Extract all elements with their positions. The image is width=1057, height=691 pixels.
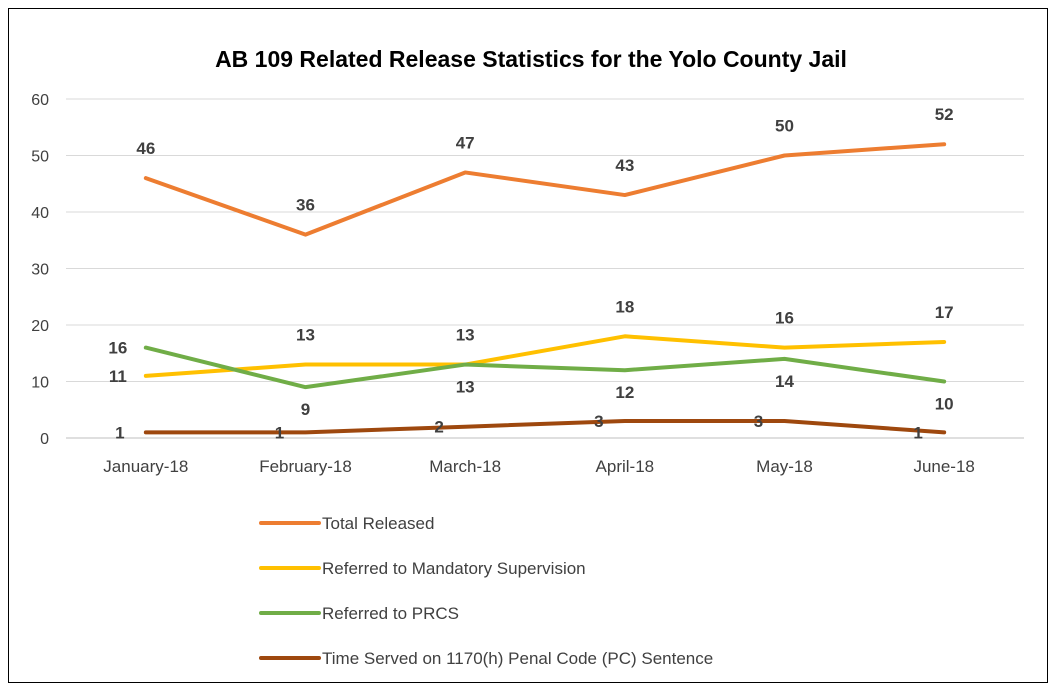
data-label: 16: [775, 309, 794, 328]
y-tick-label: 0: [40, 431, 49, 448]
data-label: 18: [615, 297, 634, 316]
data-label: 10: [935, 395, 954, 414]
legend: Total Released Referred to Mandatory Supe…: [259, 514, 713, 668]
data-label: 9: [301, 400, 310, 419]
x-tick-label: January-18: [103, 457, 188, 476]
series-line: [143, 142, 947, 237]
data-label: 47: [456, 133, 475, 152]
data-label: 1: [115, 423, 124, 442]
data-label: 16: [108, 339, 127, 358]
data-label: 2: [434, 418, 443, 437]
data-label: 3: [594, 412, 603, 431]
x-tick-label: April-18: [596, 457, 655, 476]
y-tick-label: 20: [31, 318, 49, 335]
data-label: 36: [296, 196, 315, 215]
data-label: 3: [754, 412, 763, 431]
legend-label: Total Released: [322, 514, 434, 533]
data-label: 43: [615, 156, 634, 175]
data-label: 13: [456, 378, 475, 397]
series-line: [143, 419, 947, 435]
data-label: 50: [775, 117, 794, 136]
x-tick-label: March-18: [429, 457, 501, 476]
x-tick-label: May-18: [756, 457, 813, 476]
chart-frame: AB 109 Related Release Statistics for th…: [8, 8, 1048, 683]
legend-label: Referred to PRCS: [322, 604, 459, 623]
data-label: 14: [775, 372, 794, 391]
legend-label: Time Served on 1170(h) Penal Code (PC) S…: [322, 649, 713, 668]
chart-title: AB 109 Related Release Statistics for th…: [215, 46, 847, 72]
x-tick-label: June-18: [913, 457, 974, 476]
grid-layer: 0 10 20 30 40 50 60 January-18 February-18 March-…: [31, 92, 1024, 476]
data-label: 1: [913, 423, 922, 442]
series-line: [143, 345, 947, 390]
x-tick-label: February-18: [259, 457, 352, 476]
data-label: 11: [109, 367, 127, 386]
data-label: 13: [456, 326, 475, 345]
y-tick-label: 30: [31, 262, 49, 279]
data-label: 17: [935, 303, 954, 322]
data-label: 13: [296, 326, 315, 345]
data-label: 46: [136, 139, 155, 158]
data-label: 52: [935, 105, 954, 124]
series-layer: [143, 142, 947, 435]
data-label: 12: [615, 383, 634, 402]
y-tick-label: 10: [31, 375, 49, 392]
y-tick-label: 50: [31, 149, 49, 166]
y-tick-label: 60: [31, 92, 49, 109]
series-line: [143, 334, 947, 378]
data-label: 1: [275, 423, 284, 442]
y-tick-label: 40: [31, 205, 49, 222]
legend-label: Referred to Mandatory Supervision: [322, 559, 586, 578]
line-chart: AB 109 Related Release Statistics for th…: [31, 46, 1024, 668]
